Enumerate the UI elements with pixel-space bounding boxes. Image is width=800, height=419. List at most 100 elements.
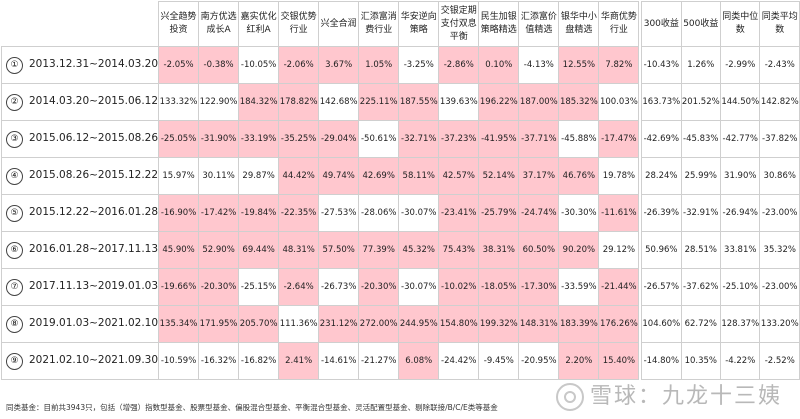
fund-return-cell: -35.25% [278,120,320,158]
fund-return-cell: 44.42% [278,157,320,195]
fund-header: 南方优选成长A [198,1,240,47]
fund-return-cell: 225.11% [358,83,400,121]
fund-return-cell: -27.53% [318,194,360,232]
fund-return-cell: -3.25% [398,46,440,84]
fund-return-cell: 135.34% [158,305,200,343]
period-index: ③ [6,130,23,148]
benchmark-return-cell: 35.32% [759,231,800,269]
fund-header: 兴全合润 [318,1,360,47]
benchmark-return-cell: -26.57% [641,268,682,306]
benchmark-header: 500收益 [680,1,722,47]
fund-return-cell: 0.10% [478,46,520,84]
fund-return-cell: -26.73% [318,268,360,306]
snowball-logo-icon [555,383,584,411]
fund-return-cell: 75.43% [438,231,480,269]
table-row: ⑥ 2016.01.28~2017.11.13 45.90% 52.90% 69.44%… [0,231,800,269]
period-cell: ⑧ 2019.01.03~2021.02.10 [0,305,160,343]
fund-return-cell: 19.78% [598,157,640,195]
fund-return-cell: -50.61% [358,120,400,158]
fund-return-cell: 187.00% [518,83,560,121]
fund-return-cell: 176.26% [598,305,640,343]
fund-return-cell: 77.39% [358,231,400,269]
fund-header: 华安逆向策略 [398,1,440,47]
period-index: ② [6,93,23,111]
fund-return-cell: -37.71% [518,120,560,158]
benchmark-return-cell: -32.91% [680,194,722,232]
fund-return-cell: -37.23% [438,120,480,158]
fund-header: 汇添富价值精选 [518,1,560,47]
benchmark-return-cell: 62.72% [680,305,722,343]
benchmark-return-cell: -45.83% [680,120,722,158]
benchmark-return-cell: 128.37% [720,305,761,343]
fund-return-cell: 58.11% [398,157,440,195]
benchmark-return-cell: 31.90% [720,157,761,195]
fund-return-cell: -16.90% [158,194,200,232]
fund-return-cell: 196.22% [478,83,520,121]
benchmark-return-cell: -23.00% [759,268,800,306]
fund-return-cell: 148.31% [518,305,560,343]
fund-return-cell: -11.61% [598,194,640,232]
benchmark-return-cell: -37.62% [680,268,722,306]
fund-return-cell: 29.87% [238,157,280,195]
fund-header: 交银优势行业 [278,1,320,47]
period-label: 2021.02.10~2021.09.30 [29,353,159,366]
period-cell: ⑤ 2015.12.22~2016.01.28 [0,194,160,232]
table-row: ① 2013.12.31~2014.03.20 -2.05% -0.38% -10.05… [0,46,800,84]
period-label: 2015.08.26~2015.12.22 [29,168,159,181]
fund-return-cell: -16.32% [198,342,240,380]
benchmark-return-cell: -25.10% [720,268,761,306]
fund-return-cell: -2.64% [278,268,320,306]
table-row: ⑤ 2015.12.22~2016.01.28 -16.90% -17.42% -19.… [0,194,800,232]
fund-return-cell: -20.30% [358,268,400,306]
header-row: 兴全趋势投资 南方优选成长A 嘉实优化红利A 交银优势行业 兴全合润 汇添富消费行业 华安逆… [1,1,800,47]
period-cell: ② 2014.03.20~2015.06.12 [0,83,160,121]
benchmark-return-cell: -23.00% [759,194,800,232]
benchmark-return-cell: 10.35% [680,342,722,380]
fund-return-cell: -30.30% [558,194,600,232]
fund-return-cell: 48.31% [278,231,320,269]
fund-return-cell: 1.05% [358,46,400,84]
fund-return-cell: 185.32% [558,83,600,121]
fund-return-cell: -14.61% [318,342,360,380]
benchmark-return-cell: 1.26% [680,46,722,84]
fund-header: 嘉实优化红利A [238,1,280,47]
fund-return-cell: 15.40% [598,342,640,380]
fund-return-cell: -4.13% [518,46,560,84]
period-index: ⑨ [6,352,23,370]
fund-return-cell: -2.06% [278,46,320,84]
fund-return-cell: 199.32% [478,305,520,343]
fund-return-cell: 122.90% [198,83,240,121]
fund-return-cell: 38.31% [478,231,520,269]
table-row: ③ 2015.06.12~2015.08.26 -25.05% -31.90% -33.… [0,120,800,158]
fund-return-cell: -29.04% [318,120,360,158]
fund-header: 银华中小盘精选 [558,1,600,47]
period-index: ⑥ [6,241,23,259]
fund-return-cell: 2.20% [558,342,600,380]
period-index: ⑤ [6,204,23,222]
period-label: 2019.01.03~2021.02.10 [29,316,159,329]
fund-return-cell: -32.71% [398,120,440,158]
fund-return-cell: -9.45% [478,342,520,380]
fund-return-cell: -20.30% [198,268,240,306]
fund-return-cell: 272.00% [358,305,400,343]
fund-returns-table: 兴全趋势投资 南方优选成长A 嘉实优化红利A 交银优势行业 兴全合润 汇添富消费行业 华安逆… [0,1,800,380]
fund-return-cell: -2.05% [158,46,200,84]
fund-return-cell: 52.14% [478,157,520,195]
fund-return-cell: -2.86% [438,46,480,84]
fund-return-cell: 15.97% [158,157,200,195]
corner-cell [1,1,160,47]
fund-return-cell: -33.19% [238,120,280,158]
fund-return-cell: 46.76% [558,157,600,195]
benchmark-header: 同类中位数 [720,1,761,47]
fund-return-cell: -21.27% [358,342,400,380]
fund-return-cell: 69.44% [238,231,280,269]
fund-return-cell: 154.80% [438,305,480,343]
fund-return-cell: -24.74% [518,194,560,232]
benchmark-return-cell: -14.80% [641,342,682,380]
fund-return-cell: 3.67% [318,46,360,84]
period-index: ⑦ [6,278,23,296]
watermark: 雪球：九龙十三姨 [555,378,782,411]
benchmark-return-cell: -26.39% [641,194,682,232]
fund-header: 华商优势行业 [598,1,640,47]
fund-return-cell: -25.15% [238,268,280,306]
